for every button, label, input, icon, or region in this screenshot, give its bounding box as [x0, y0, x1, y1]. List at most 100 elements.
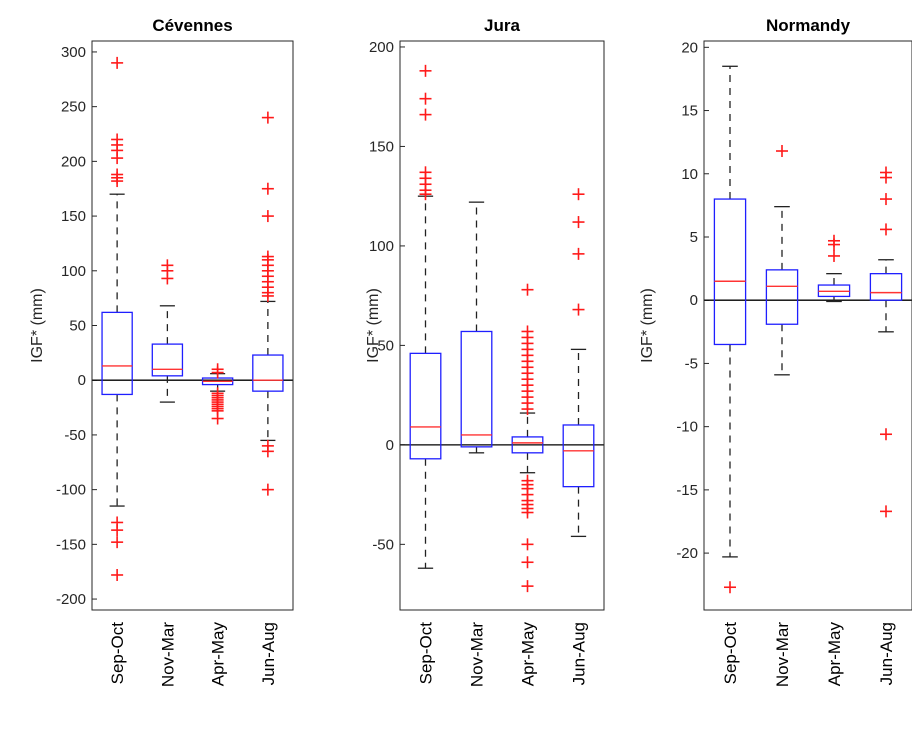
box-Sep-Oct — [101, 56, 133, 581]
y-tick-label: 50 — [69, 318, 86, 335]
outlier-point — [111, 568, 124, 581]
box-iqr — [562, 424, 595, 488]
box-iqr — [460, 330, 493, 448]
y-tick-label: 200 — [369, 39, 394, 56]
y-tick-label: 150 — [369, 138, 394, 155]
outlier-point — [261, 445, 274, 458]
box-iqr — [252, 354, 284, 392]
axes-frame — [703, 40, 912, 611]
y-axis-label: IGF* (mm) — [29, 288, 46, 363]
outlier-point — [880, 223, 892, 236]
y-axis-label: IGF* (mm) — [639, 288, 656, 363]
y-tick-label: -150 — [56, 536, 86, 553]
y-tick-label: 15 — [681, 103, 698, 120]
outlier-point — [828, 249, 840, 262]
outlier-point — [572, 188, 585, 201]
axes-frame — [91, 40, 294, 611]
box-Nov-Mar — [765, 145, 799, 376]
y-tick-label: -50 — [372, 536, 394, 553]
panel-1: Cévennes -200 -150 -100 -50 0 50 100 150 200 250 30… — [29, 16, 294, 688]
y-tick-label: -200 — [56, 591, 86, 608]
y-axis-label: IGF* (mm) — [365, 288, 382, 363]
outlier-point — [111, 524, 124, 537]
x-tick-label: Sep-Oct — [721, 622, 740, 685]
outlier-point — [880, 193, 892, 206]
y-tick-label: -15 — [676, 482, 698, 499]
y-tick-label: 20 — [681, 39, 698, 56]
y-tick-label: 50 — [377, 337, 394, 354]
x-tick-label: Nov-Mar — [158, 622, 177, 688]
outlier-point — [261, 210, 274, 223]
x-tick-label: Jun-Aug — [570, 622, 589, 685]
box-iqr — [101, 311, 133, 396]
outlier-point — [261, 289, 274, 302]
outlier-point — [111, 152, 124, 165]
y-tick-label: 300 — [61, 44, 86, 61]
y-tick-label: -100 — [56, 482, 86, 499]
outlier-point — [572, 247, 585, 260]
x-tick-label: Nov-Mar — [468, 622, 487, 688]
outlier-point — [261, 111, 274, 124]
y-tick-label: -10 — [676, 419, 698, 436]
outlier-point — [419, 64, 432, 77]
outlier-point — [161, 272, 174, 285]
outlier-point — [521, 283, 534, 296]
outlier-point — [880, 505, 892, 518]
panel-3: Normandy -20 -15 -10 -5 0 5 10 15 20 IGF* (mm) Sep-… — [639, 16, 912, 687]
box-Apr-May — [511, 283, 544, 593]
outlier-point — [111, 56, 124, 69]
y-tick-label: 100 — [61, 263, 86, 280]
outlier-point — [111, 536, 124, 549]
y-tick-label: 10 — [681, 166, 698, 183]
panel-title: Cévennes — [152, 16, 232, 35]
axes-frame — [399, 40, 605, 611]
outlier-point — [521, 556, 534, 569]
outlier-point — [521, 506, 534, 519]
outlier-point — [261, 483, 274, 496]
x-tick-label: Sep-Oct — [108, 622, 127, 685]
outlier-point — [572, 303, 585, 316]
outlier-point — [211, 412, 224, 425]
outlier-point — [419, 92, 432, 105]
outlier-point — [419, 108, 432, 121]
panel-title: Jura — [484, 16, 520, 35]
box-Apr-May — [817, 234, 851, 303]
outlier-point — [419, 188, 432, 201]
y-tick-label: 0 — [386, 437, 394, 454]
y-tick-label: -5 — [685, 355, 698, 372]
x-tick-label: Jun-Aug — [877, 622, 896, 685]
outlier-point — [521, 580, 534, 593]
box-Sep-Oct — [409, 64, 442, 569]
box-Nov-Mar — [460, 201, 493, 454]
x-tick-label: Sep-Oct — [417, 622, 436, 685]
outlier-point — [521, 403, 534, 416]
x-tick-label: Apr-May — [825, 622, 844, 687]
x-tick-label: Jun-Aug — [259, 622, 278, 685]
box-Sep-Oct — [713, 65, 747, 594]
box-Jun-Aug — [252, 111, 284, 496]
box-iqr — [765, 269, 799, 325]
y-tick-label: 200 — [61, 153, 86, 170]
box-Nov-Mar — [151, 259, 184, 403]
outlier-point — [828, 238, 840, 251]
y-tick-label: 250 — [61, 99, 86, 116]
outlier-point — [572, 216, 585, 229]
y-tick-label: 150 — [61, 208, 86, 225]
box-Apr-May — [201, 363, 234, 425]
y-tick-label: 5 — [690, 229, 698, 246]
box-iqr — [511, 436, 544, 454]
outlier-point — [521, 538, 534, 551]
panel-2: Jura -50 0 50 100 150 200 IGF* (mm) Sep-Oct Nov-M… — [365, 16, 605, 688]
y-tick-label: 0 — [78, 372, 86, 389]
outlier-point — [261, 182, 274, 195]
box-iqr — [151, 343, 184, 377]
x-tick-label: Apr-May — [209, 622, 228, 687]
outlier-point — [111, 175, 124, 188]
outlier-point — [776, 145, 788, 158]
box-iqr — [869, 273, 903, 301]
outlier-point — [724, 581, 736, 594]
outlier-point — [211, 366, 224, 379]
box-iqr — [713, 198, 747, 346]
y-tick-label: 0 — [690, 292, 698, 309]
